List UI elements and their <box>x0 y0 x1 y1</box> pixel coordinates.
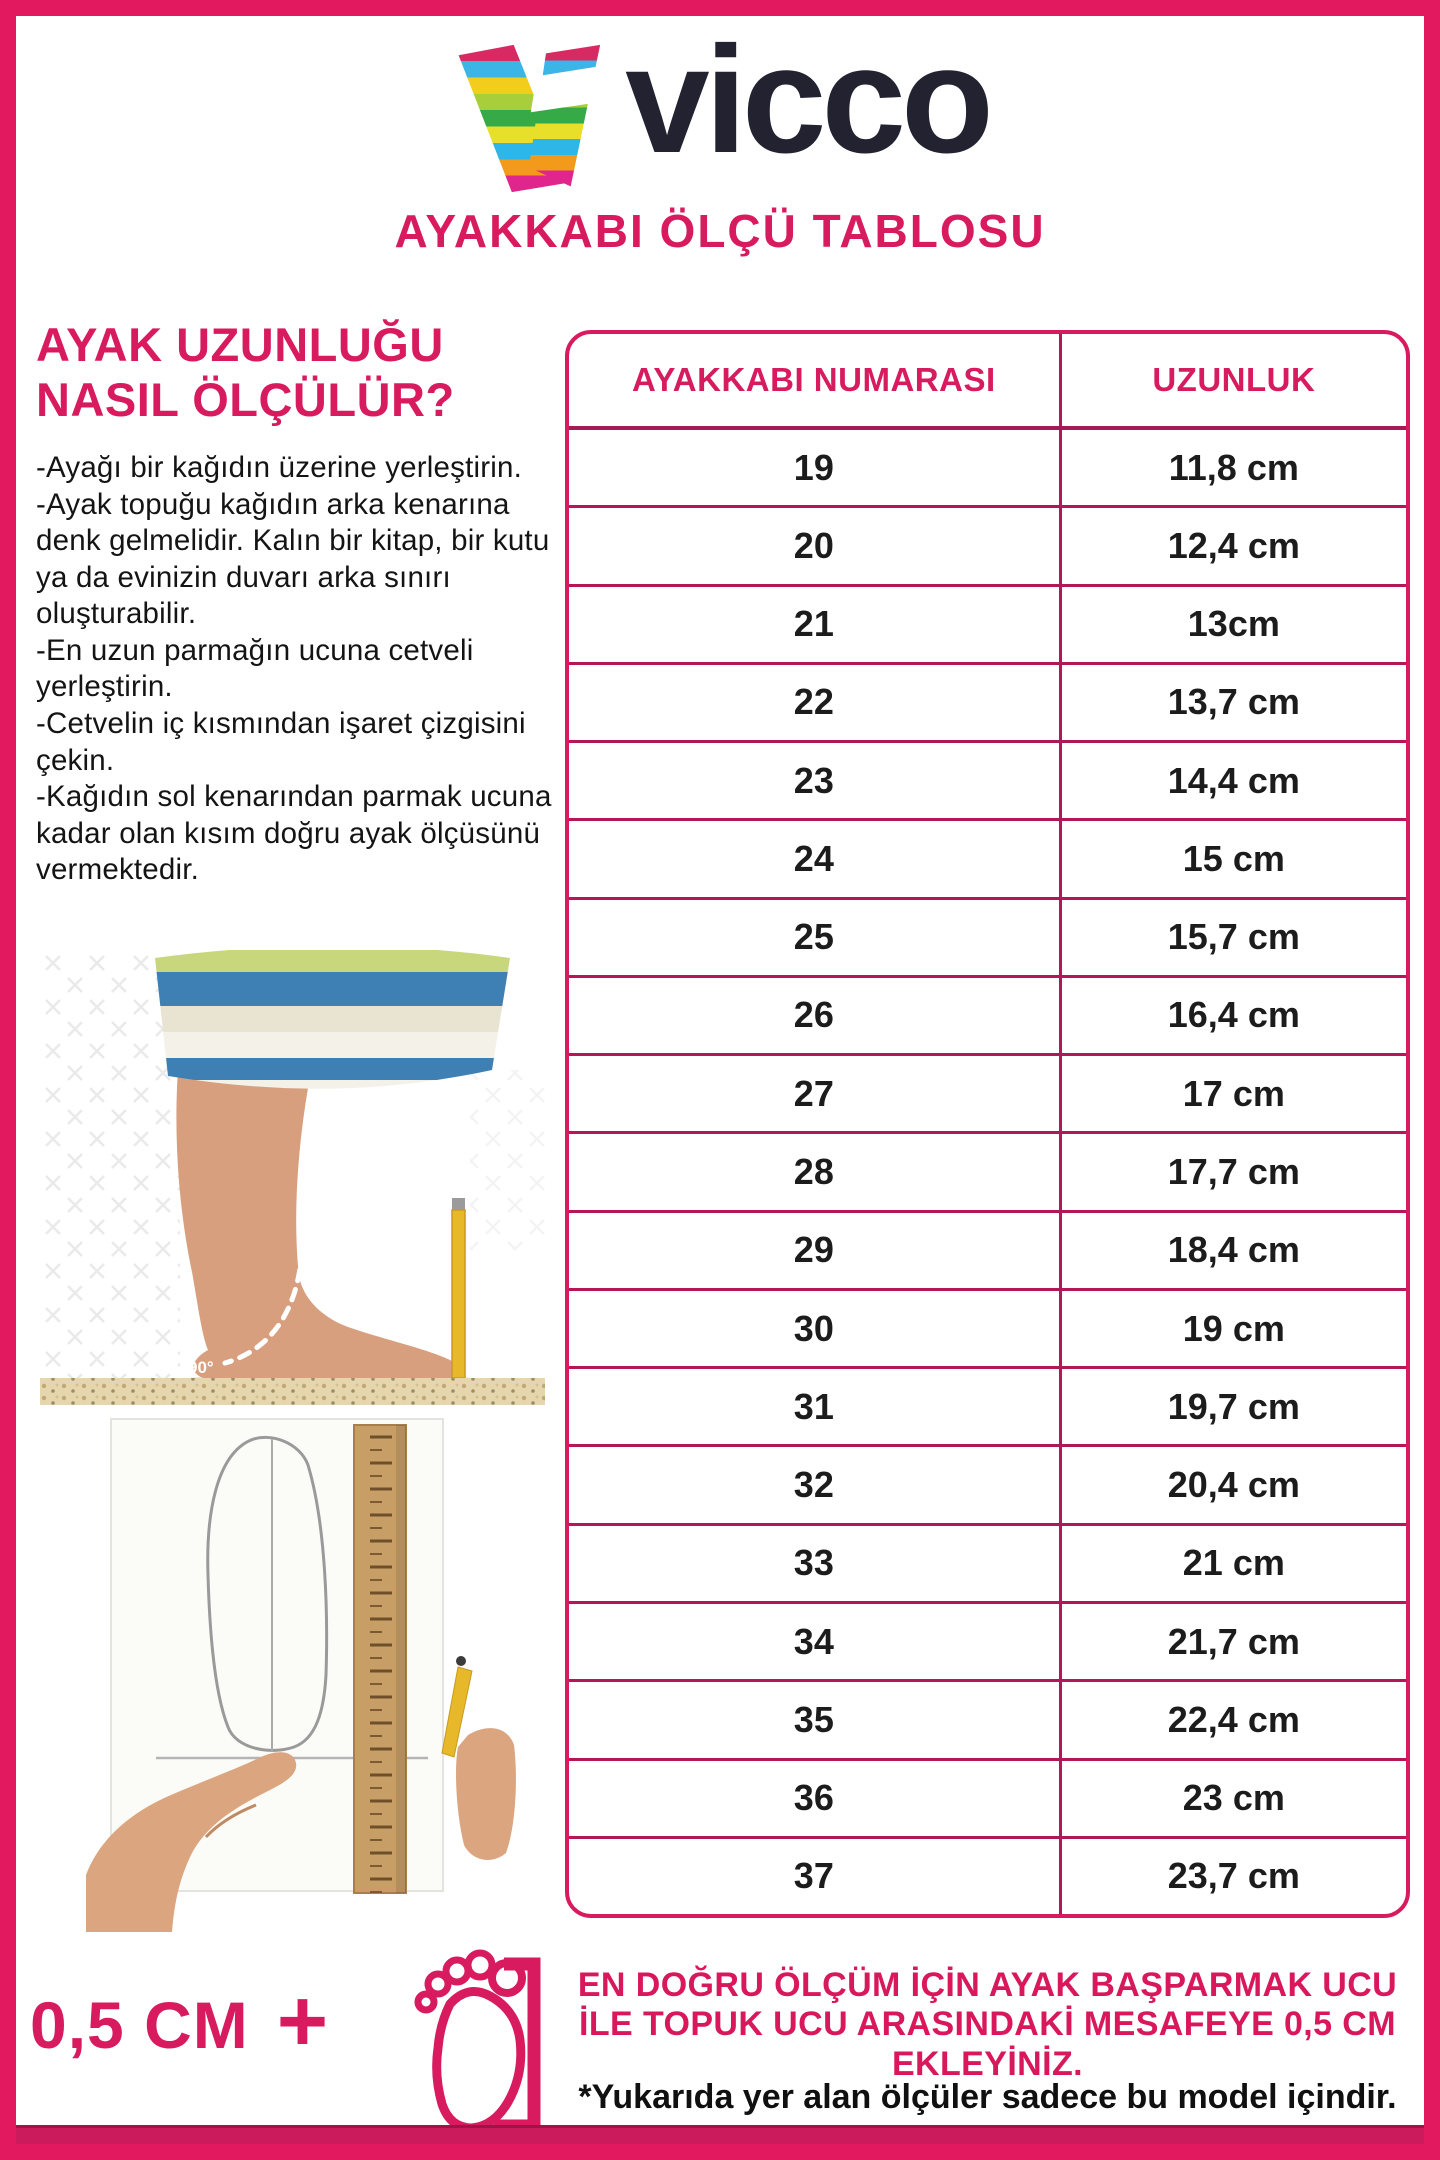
shoe-number-cell: 20 <box>793 524 834 566</box>
how-to-measure-heading: AYAK UZUNLUĞU NASIL ÖLÇÜLÜR? <box>36 318 455 426</box>
shoe-number-cell: 23 <box>793 759 834 801</box>
length-cell: 17,7 cm <box>1058 1134 1406 1210</box>
column-header-shoe-number: AYAKKABI NUMARASI <box>632 361 996 398</box>
table-row: 21 13cm <box>569 583 1406 662</box>
table-row: 35 22,4 cm <box>569 1679 1406 1758</box>
shoe-number-cell: 29 <box>793 1229 834 1271</box>
brand-name: vicco <box>625 15 994 185</box>
table-row: 22 13,7 cm <box>569 661 1406 741</box>
length-cell: 13,7 cm <box>1058 664 1406 741</box>
table-row: 29 18,4 cm <box>569 1209 1406 1288</box>
instruction-line: -En uzun parmağın ucuna cetveli yerleşti… <box>36 633 474 704</box>
baby-leg-measure-photo: 90° <box>40 950 545 1405</box>
foot-outline-ruler-photo <box>86 1418 516 1932</box>
length-cell: 15 cm <box>1058 821 1406 897</box>
bottom-accent-bar <box>16 2125 1424 2144</box>
length-cell: 15,7 cm <box>1058 899 1406 975</box>
table-row: 26 16,4 cm <box>569 974 1406 1054</box>
shoe-number-cell: 19 <box>793 446 834 488</box>
length-cell: 11,8 cm <box>1058 430 1406 506</box>
table-row: 20 12,4 cm <box>569 505 1406 584</box>
shoe-number-cell: 33 <box>793 1542 834 1584</box>
shoe-number-cell: 26 <box>793 994 834 1036</box>
table-row: 30 19 cm <box>569 1287 1406 1367</box>
shoe-number-cell: 21 <box>793 603 834 645</box>
plus-sign: + <box>276 1971 329 2070</box>
table-row: 19 11,8 cm <box>569 426 1406 506</box>
table-row: 31 19,7 cm <box>569 1366 1406 1445</box>
table-row: 23 14,4 cm <box>569 740 1406 819</box>
baby-foot-wall-icon <box>414 1949 541 2133</box>
instruction-line: -Kağıdın sol kenarından parmak ucuna kad… <box>36 780 552 887</box>
instruction-line: -Cetvelin iç kısmından işaret çizgisini … <box>36 707 526 777</box>
size-table-body: 19 11,8 cm 20 12,4 cm 21 13cm 22 13,7 cm 23 14,4 … <box>569 426 1406 1914</box>
half-cm-value: 0,5 CM <box>30 1988 249 2062</box>
column-header-length: UZUNLUK <box>1058 334 1406 426</box>
length-cell: 18,4 cm <box>1058 1212 1406 1288</box>
shoe-number-cell: 27 <box>793 1072 834 1114</box>
table-row: 28 17,7 cm <box>569 1131 1406 1210</box>
shoe-number-cell: 36 <box>793 1777 834 1819</box>
shoe-number-cell: 30 <box>793 1307 834 1349</box>
shoe-number-cell: 24 <box>793 837 834 879</box>
table-row: 34 21,7 cm <box>569 1600 1406 1680</box>
add-half-cm-label: 0,5 CM + <box>30 1971 390 2072</box>
length-cell: 21,7 cm <box>1058 1603 1406 1680</box>
shoe-number-cell: 22 <box>793 681 834 723</box>
measurement-advice-note: EN DOĞRU ÖLÇÜM İÇİN AYAK BAŞPARMAK UCU İL… <box>565 1966 1410 2084</box>
table-row: 36 23 cm <box>569 1757 1406 1836</box>
page-title: AYAKKABI ÖLÇÜ TABLOSU <box>394 205 1046 257</box>
size-table-header-row: AYAKKABI NUMARASI UZUNLUK <box>569 334 1406 426</box>
length-cell: 17 cm <box>1058 1056 1406 1132</box>
advice-line: EN DOĞRU ÖLÇÜM İÇİN AYAK BAŞPARMAK UCU <box>577 1966 1398 2004</box>
brand-logo: vicco <box>16 24 1424 202</box>
instruction-line: -Ayağı bir kağıdın üzerine yerleştirin. <box>36 450 523 484</box>
length-cell: 23,7 cm <box>1058 1838 1406 1914</box>
table-row: 25 15,7 cm <box>569 896 1406 975</box>
length-cell: 13cm <box>1058 586 1406 662</box>
instructions: -Ayağı bir kağıdın üzerine yerleştirin. -… <box>36 450 564 889</box>
length-cell: 19,7 cm <box>1058 1369 1406 1445</box>
model-disclaimer: *Yukarıda yer alan ölçüler sadece bu mod… <box>578 2078 1397 2116</box>
shoe-number-cell: 34 <box>793 1620 834 1662</box>
length-cell: 23 cm <box>1058 1760 1406 1836</box>
length-cell: 20,4 cm <box>1058 1447 1406 1523</box>
angle-90-label: 90° <box>188 1358 214 1377</box>
shoe-number-cell: 25 <box>793 916 834 958</box>
advice-line: İLE TOPUK UCU ARASINDAKİ MESAFEYE 0,5 CM <box>579 2005 1396 2044</box>
size-table: AYAKKABI NUMARASI UZUNLUK 19 11,8 cm 20 12,… <box>565 330 1410 1918</box>
how-to-measure-section: AYAK UZUNLUĞU NASIL ÖLÇÜLÜR? -Ayağı bir … <box>36 318 564 889</box>
length-cell: 16,4 cm <box>1058 977 1406 1054</box>
table-row: 37 23,7 cm <box>569 1835 1406 1914</box>
table-row: 27 17 cm <box>569 1053 1406 1132</box>
table-row: 32 20,4 cm <box>569 1444 1406 1523</box>
shoe-number-cell: 37 <box>793 1855 834 1897</box>
length-cell: 14,4 cm <box>1058 743 1406 819</box>
shoe-number-cell: 32 <box>793 1464 834 1506</box>
length-cell: 19 cm <box>1058 1290 1406 1367</box>
length-cell: 12,4 cm <box>1058 508 1406 584</box>
shoe-number-cell: 31 <box>793 1385 834 1427</box>
shoe-number-cell: 35 <box>793 1698 834 1740</box>
length-cell: 21 cm <box>1058 1525 1406 1601</box>
vicco-v-logo-icon <box>458 44 604 193</box>
shoe-number-cell: 28 <box>793 1151 834 1193</box>
advice-line: EKLEYİNİZ. <box>891 2044 1084 2083</box>
table-row: 33 21 cm <box>569 1522 1406 1601</box>
length-cell: 22,4 cm <box>1058 1682 1406 1758</box>
table-row: 24 15 cm <box>569 818 1406 897</box>
instruction-line: -Ayak topuğu kağıdın arka kenarına denk … <box>36 487 550 631</box>
